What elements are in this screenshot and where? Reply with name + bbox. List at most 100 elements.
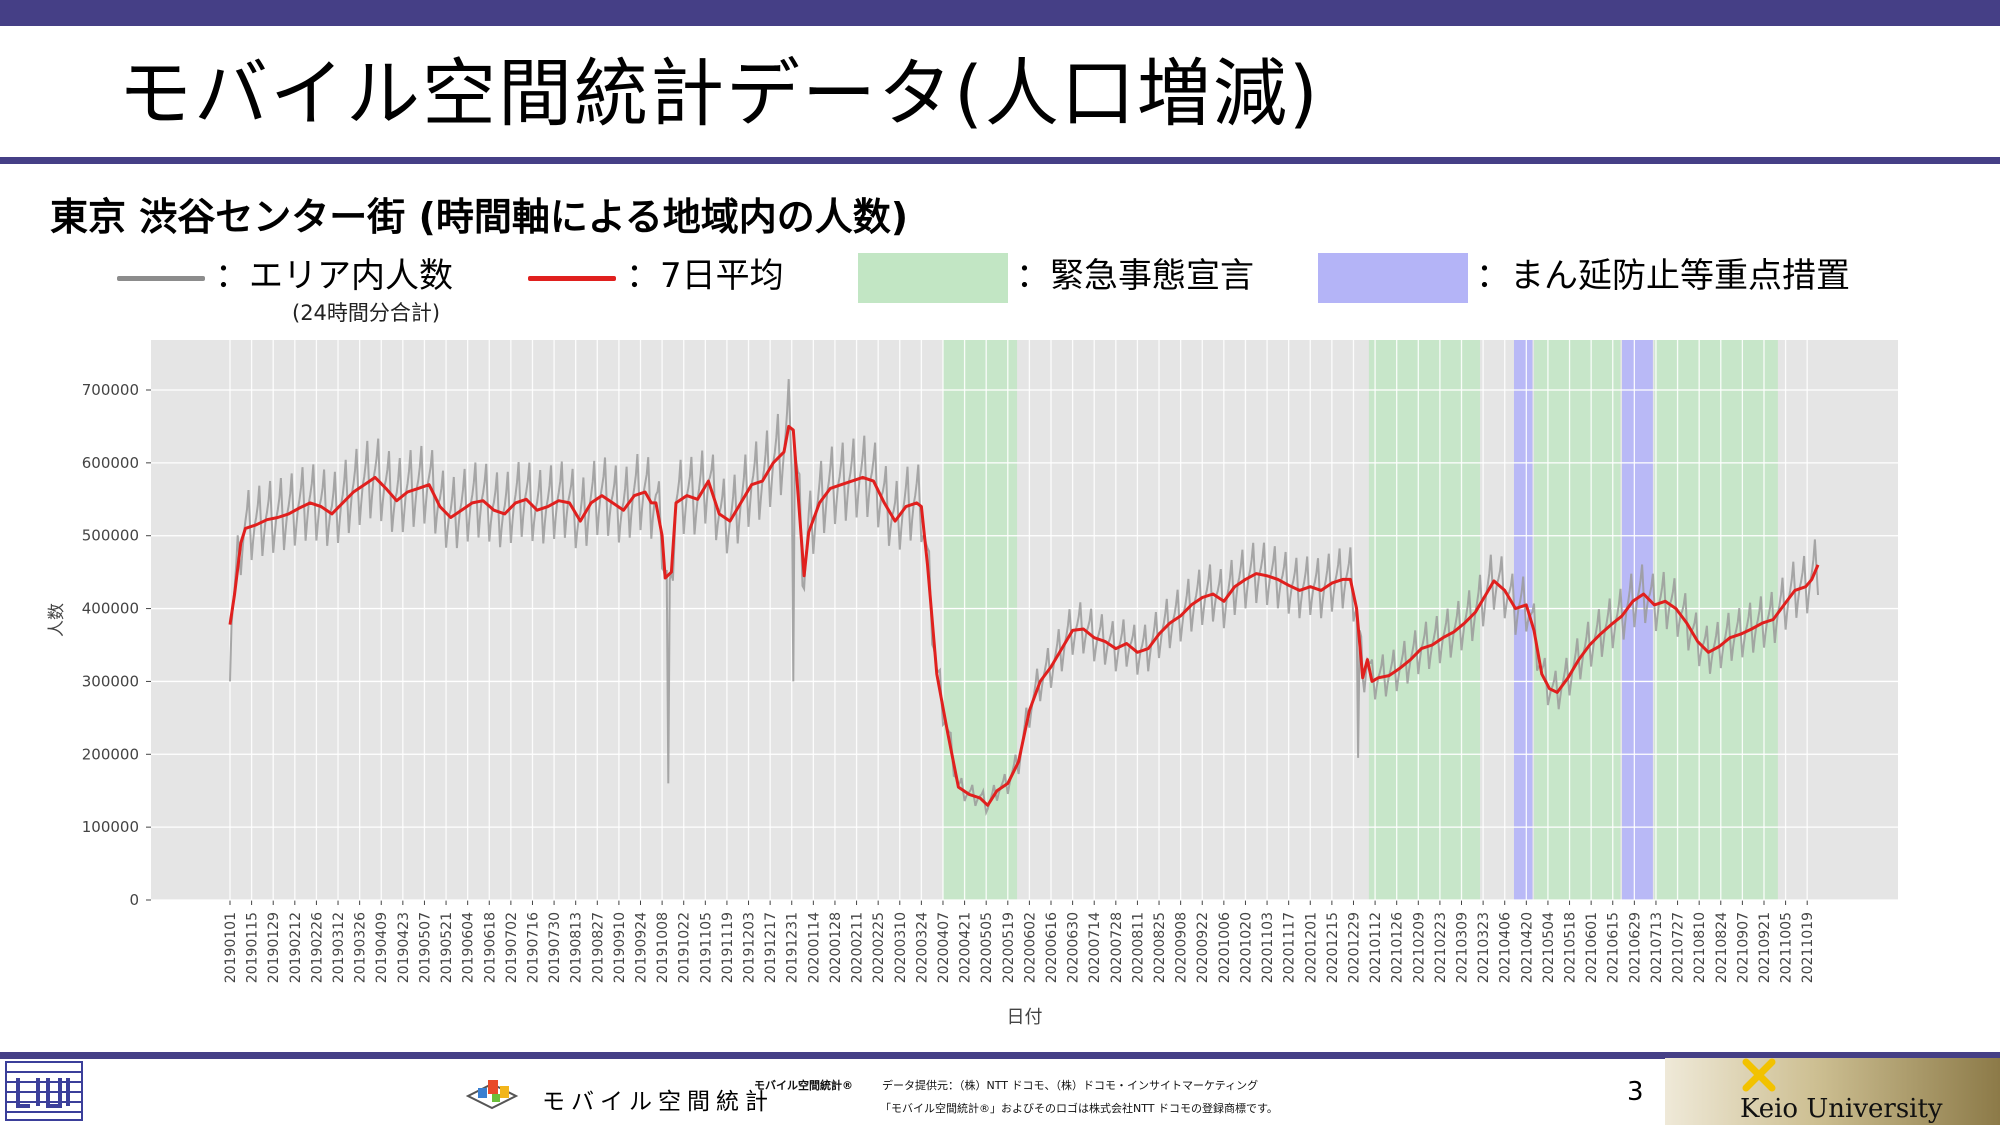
lab-logo-icon <box>5 1061 83 1121</box>
x-tick-label: 20201201 <box>1303 912 1319 983</box>
x-tick-label: 20210601 <box>1584 912 1600 983</box>
x-tick-label: 20200922 <box>1195 912 1211 983</box>
emergency-period-band <box>1368 340 1481 900</box>
x-tick-label: 20190618 <box>482 912 498 983</box>
legend-area-count-swatch <box>117 276 205 281</box>
y-tick-label: 300000 <box>82 672 139 690</box>
x-tick-label: 20200811 <box>1130 912 1146 983</box>
avg7-series-line <box>228 424 1820 807</box>
x-tick-label: 20190326 <box>353 912 369 983</box>
x-tick-label: 20200421 <box>958 912 974 983</box>
x-tick-label: 20201229 <box>1346 912 1362 983</box>
y-tick-label: 0 <box>129 891 139 909</box>
x-tick-label: 20211019 <box>1800 912 1816 983</box>
x-tick-label: 20210810 <box>1692 912 1708 983</box>
x-tick-label: 20200602 <box>1022 912 1038 983</box>
x-tick-label: 20190101 <box>223 912 239 983</box>
x-tick-label: 20200114 <box>806 912 822 983</box>
x-axis-label: 日付 <box>1007 1007 1043 1028</box>
x-tick-label: 20201117 <box>1282 912 1298 983</box>
x-tick-label: 20200519 <box>1001 912 1017 983</box>
x-tick-label: 20190716 <box>525 912 541 983</box>
x-tick-label: 20210309 <box>1455 912 1471 983</box>
keio-pen-icon <box>1742 1058 1776 1092</box>
priority-period-band <box>1513 340 1533 900</box>
x-tick-label: 20210615 <box>1606 912 1622 983</box>
legend-priority-label: ：まん延防止等重点措置 <box>1476 256 1850 296</box>
x-tick-label: 20190924 <box>634 912 650 983</box>
x-tick-label: 20190813 <box>569 912 585 983</box>
x-tick-label: 20210504 <box>1541 912 1557 983</box>
top-accent-bar <box>0 0 2000 26</box>
legend-avg7-swatch <box>528 276 616 281</box>
chart-subtitle: 東京 渋谷センター街 (時間軸による地域内の人数) <box>50 195 909 239</box>
footer-brand: モバイル空間統計 <box>542 1089 774 1115</box>
footer-provider: データ提供元：（株）NTT ドコモ、（株）ドコモ・インサイトマーケティング <box>882 1079 1259 1092</box>
x-tick-label: 20191022 <box>677 912 693 983</box>
y-axis-label: 人数 <box>47 603 67 637</box>
x-tick-label: 20191008 <box>655 912 671 983</box>
x-tick-label: 20201006 <box>1217 912 1233 983</box>
x-tick-label: 20210209 <box>1411 912 1427 983</box>
x-tick-label: 20191105 <box>698 912 714 983</box>
x-tick-label: 20190212 <box>288 912 304 983</box>
x-tick-label: 20200225 <box>871 912 887 983</box>
x-tick-label: 20210223 <box>1433 912 1449 983</box>
x-tick-label: 20210921 <box>1757 912 1773 983</box>
emergency-period-band <box>1654 340 1778 900</box>
legend-emergency-swatch <box>858 253 1008 303</box>
legend-priority-swatch <box>1318 253 1468 303</box>
x-tick-label: 20210727 <box>1671 912 1687 983</box>
y-tick-label: 200000 <box>82 745 139 763</box>
x-tick-label: 20200128 <box>828 912 844 983</box>
footer-trademark: モバイル空間統計® <box>754 1079 853 1092</box>
x-tick-label: 20190423 <box>396 912 412 983</box>
legend-area-count-label: ：エリア内人数 <box>215 256 453 296</box>
priority-period-band <box>1622 340 1653 900</box>
x-tick-label: 20210112 <box>1368 912 1384 983</box>
x-tick-label: 20190409 <box>374 912 390 983</box>
legend-area-count-note: (24時間分合計) <box>292 301 441 325</box>
x-tick-label: 20200616 <box>1044 912 1060 983</box>
x-tick-label: 20201020 <box>1238 912 1254 983</box>
x-tick-label: 20190910 <box>612 912 628 983</box>
x-tick-label: 20190312 <box>331 912 347 983</box>
x-tick-label: 20200407 <box>936 912 952 983</box>
x-tick-label: 20191119 <box>720 912 736 983</box>
university-name: Keio University <box>1740 1094 1943 1124</box>
x-tick-label: 20210518 <box>1563 912 1579 983</box>
x-tick-label: 20190827 <box>590 912 606 983</box>
x-tick-label: 20201215 <box>1325 912 1341 983</box>
population-chart: 20190101 20190115 20190129 20190212 20190226… <box>47 340 1898 1028</box>
emergency-period-band <box>942 340 1018 900</box>
x-tick-label: 20210629 <box>1627 912 1643 983</box>
legend-emergency-label: ：緊急事態宣言 <box>1016 256 1254 296</box>
x-tick-label: 20210907 <box>1735 912 1751 983</box>
y-tick-label: 700000 <box>82 381 139 399</box>
footer-divider <box>0 1052 2000 1059</box>
x-tick-label: 20210323 <box>1476 912 1492 983</box>
x-tick-label: 20210406 <box>1498 912 1514 983</box>
keio-banner <box>1665 1058 2000 1125</box>
x-tick-label: 20190226 <box>309 912 325 983</box>
x-tick-label: 20190604 <box>461 912 477 983</box>
x-tick-label: 20190115 <box>245 912 261 983</box>
legend-avg7-label: ：7日平均 <box>626 256 784 296</box>
x-tick-label: 20191203 <box>742 912 758 983</box>
footer-notice: 「モバイル空間統計®」およびそのロゴは株式会社NTT ドコモの登録商標です。 <box>880 1102 1278 1115</box>
x-tick-label: 20200825 <box>1152 912 1168 983</box>
x-tick-label: 20200310 <box>893 912 909 983</box>
x-tick-label: 20190702 <box>504 912 520 983</box>
x-tick-label: 20210824 <box>1714 912 1730 983</box>
x-tick-label: 20200211 <box>850 912 866 983</box>
x-tick-label: 20200505 <box>979 912 995 983</box>
x-tick-label: 20200728 <box>1109 912 1125 983</box>
x-tick-label: 20191217 <box>763 912 779 983</box>
x-tick-label: 20190129 <box>266 912 282 983</box>
x-tick-label: 20200714 <box>1087 912 1103 983</box>
x-tick-label: 20211005 <box>1779 912 1795 983</box>
x-tick-label: 20200324 <box>914 912 930 983</box>
x-tick-label: 20210420 <box>1519 912 1535 983</box>
y-tick-label: 100000 <box>82 818 139 836</box>
x-tick-label: 20210126 <box>1390 912 1406 983</box>
